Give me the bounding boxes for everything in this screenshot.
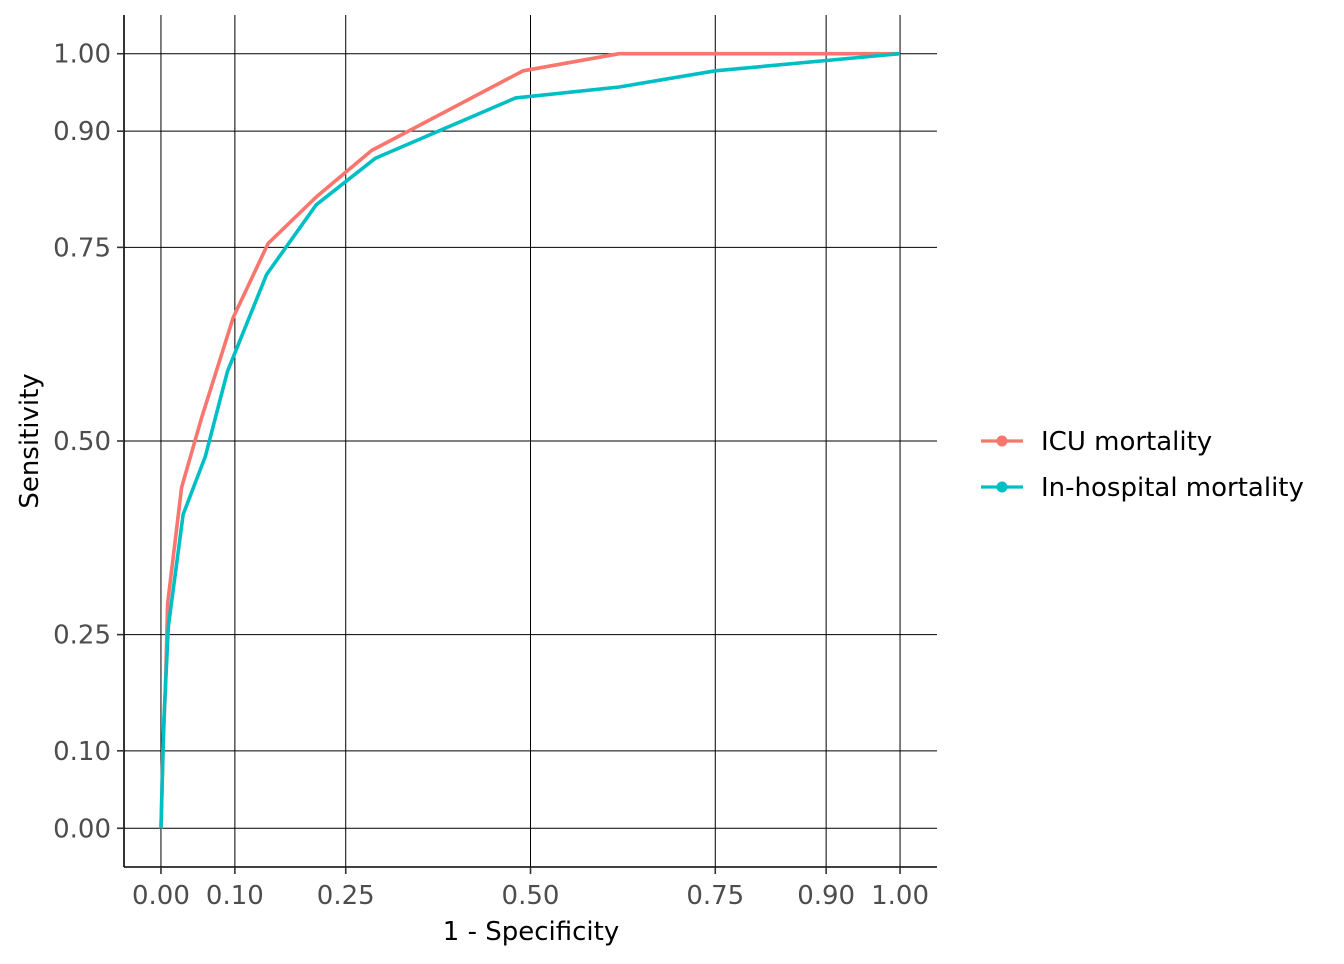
x-tick-label-1: 0.10 [206, 881, 264, 911]
series-line-in-hospital-mortality [159, 51, 901, 829]
legend-item-icu-mortality: ICU mortality [981, 427, 1212, 457]
y-tick-label-3: 0.50 [53, 427, 111, 457]
tick-labels: 0.00 0.10 0.25 0.50 0.75 0.90 1.00 0.00 0.10 0.25… [53, 40, 929, 911]
grid-layer [124, 15, 937, 867]
axes-layer [117, 15, 937, 874]
x-tick-label-5: 0.90 [797, 881, 855, 911]
x-tick-label-3: 0.50 [502, 881, 560, 911]
x-tick-label-0: 0.00 [132, 881, 190, 911]
legend-key-point-in-hospital-mortality [996, 481, 1008, 493]
x-tick-label-2: 0.25 [317, 881, 375, 911]
y-tick-label-1: 0.10 [53, 737, 111, 767]
x-tick-label-4: 0.75 [686, 881, 744, 911]
y-tick-label-6: 1.00 [53, 40, 111, 70]
legend-label-in-hospital-mortality: In-hospital mortality [1041, 473, 1304, 503]
legend-label-icu-mortality: ICU mortality [1041, 427, 1212, 457]
x-tick-label-6: 1.00 [871, 881, 929, 911]
legend-item-in-hospital-mortality: In-hospital mortality [981, 473, 1304, 503]
y-tick-label-4: 0.75 [53, 233, 111, 263]
y-tick-label-2: 0.25 [53, 621, 111, 651]
legend-key-point-icu-mortality [996, 435, 1008, 447]
series-layer [159, 51, 901, 829]
y-tick-label-5: 0.90 [53, 117, 111, 147]
x-axis-title: 1 - Specificity [443, 917, 619, 947]
legend: ICU mortality In-hospital mortality [981, 427, 1304, 503]
y-axis-title: Sensitivity [15, 373, 45, 508]
y-tick-label-0: 0.00 [53, 814, 111, 844]
